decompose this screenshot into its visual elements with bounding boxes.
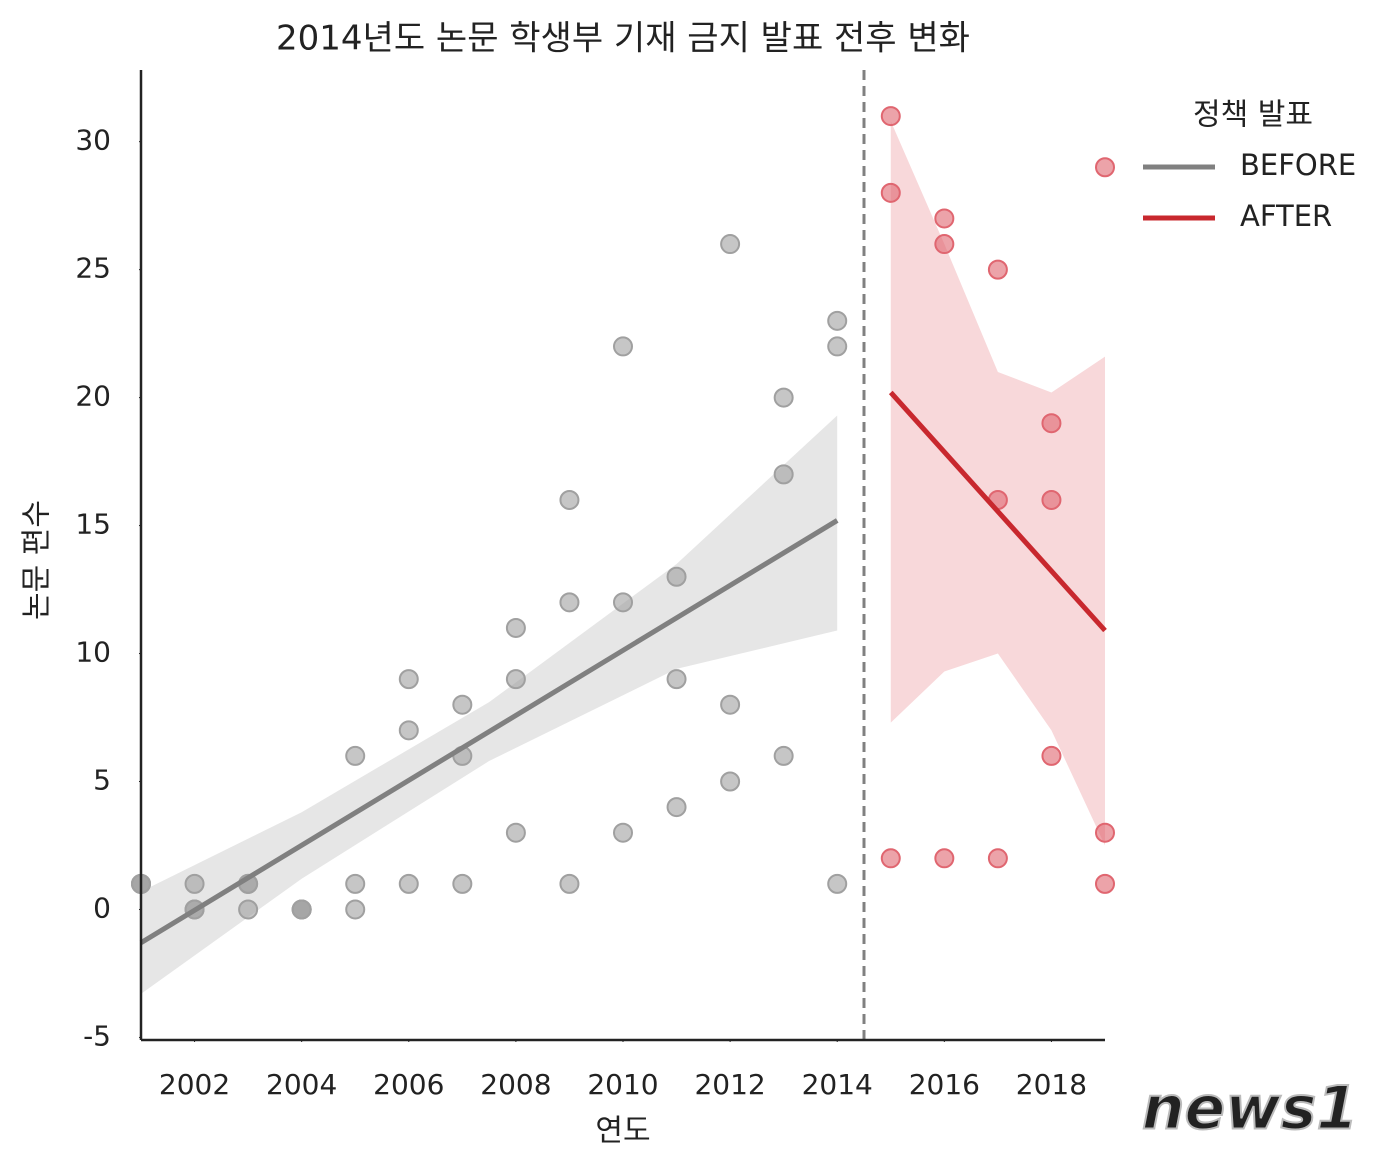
data-point xyxy=(934,234,955,255)
x-tick-label: 2006 xyxy=(373,1068,444,1101)
data-point xyxy=(559,873,580,894)
x-tick-label: 2018 xyxy=(1016,1068,1087,1101)
data-point xyxy=(827,310,848,331)
data-point xyxy=(880,848,901,869)
data-point xyxy=(773,745,794,766)
x-tick-label: 2012 xyxy=(694,1068,765,1101)
data-point xyxy=(613,822,633,843)
y-tick-label: 0 xyxy=(93,891,111,924)
legend-label: BEFORE xyxy=(1240,148,1356,182)
data-point xyxy=(1095,822,1115,843)
data-point xyxy=(666,566,687,587)
data-point xyxy=(345,745,366,766)
y-tick-label: 30 xyxy=(75,124,111,157)
data-point xyxy=(238,899,259,920)
data-point xyxy=(666,797,687,818)
data-point xyxy=(452,873,473,894)
legend-label: AFTER xyxy=(1240,199,1332,233)
data-point xyxy=(934,208,955,229)
data-point xyxy=(398,669,419,690)
x-tick-label: 2004 xyxy=(266,1068,337,1101)
data-point xyxy=(613,592,633,613)
data-point xyxy=(720,771,741,792)
data-point xyxy=(398,720,419,741)
data-point xyxy=(1095,873,1115,894)
data-point xyxy=(773,464,794,485)
data-point xyxy=(452,694,473,715)
regression-line xyxy=(139,518,839,945)
data-point xyxy=(987,848,1008,869)
confidence-band xyxy=(890,121,1105,846)
y-tick-label: 20 xyxy=(75,380,111,413)
data-point xyxy=(934,848,955,869)
data-point xyxy=(613,336,633,357)
confidence-band xyxy=(141,415,838,994)
data-point xyxy=(773,387,794,408)
data-point xyxy=(505,617,526,638)
data-point xyxy=(880,182,901,203)
y-tick-label: 15 xyxy=(75,508,111,541)
y-tick-label: 5 xyxy=(93,764,111,797)
data-point xyxy=(1041,745,1062,766)
y-axis-label: 논문 편수 xyxy=(20,500,55,620)
x-tick-label: 2016 xyxy=(909,1068,980,1101)
data-point xyxy=(880,106,901,127)
y-tick-label: 10 xyxy=(75,636,111,669)
regression-line xyxy=(888,390,1107,633)
data-point xyxy=(720,234,741,255)
data-point xyxy=(987,259,1008,280)
data-point xyxy=(505,822,526,843)
data-point xyxy=(1041,489,1062,510)
x-axis-label: 연도 xyxy=(595,1114,650,1149)
data-point xyxy=(559,592,580,613)
chart-title: 2014년도 논문 학생부 기재 금지 발표 전후 변화 xyxy=(276,19,970,59)
data-point xyxy=(1041,413,1062,434)
x-tick-label: 2014 xyxy=(802,1068,873,1101)
x-tick-label: 2008 xyxy=(480,1068,551,1101)
data-point xyxy=(559,489,580,510)
y-tick-label: 25 xyxy=(75,252,111,285)
x-tick-label: 2010 xyxy=(587,1068,658,1101)
y-tick-label: -5 xyxy=(83,1019,111,1052)
data-point xyxy=(291,899,312,920)
data-point xyxy=(505,669,526,690)
data-point xyxy=(345,899,366,920)
data-point xyxy=(398,873,419,894)
x-tick-label: 2002 xyxy=(159,1068,230,1101)
watermark: news1 xyxy=(1142,1074,1358,1144)
data-point xyxy=(345,873,366,894)
legend-title: 정책 발표 xyxy=(1193,98,1313,133)
data-point xyxy=(720,694,741,715)
data-point xyxy=(184,873,205,894)
data-point xyxy=(827,873,848,894)
data-point xyxy=(666,669,687,690)
data-point xyxy=(1095,157,1115,178)
data-point xyxy=(827,336,848,357)
